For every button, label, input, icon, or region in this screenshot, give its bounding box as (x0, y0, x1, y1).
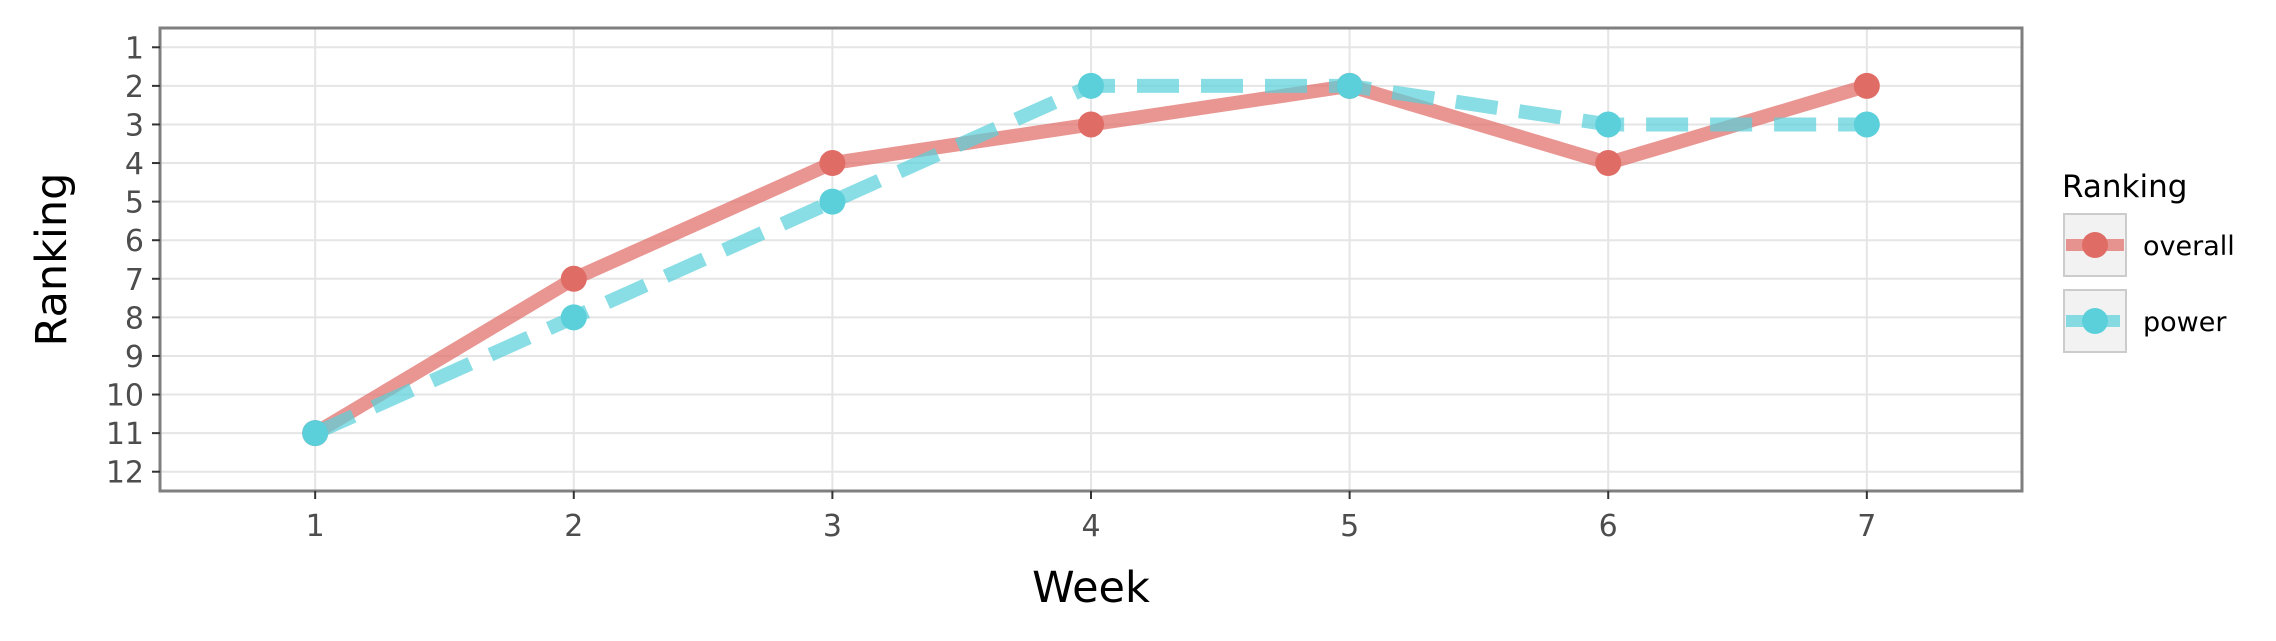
x-tick-label: 2 (564, 509, 583, 544)
data-point-overall (1853, 72, 1880, 99)
data-point-overall (1595, 150, 1622, 177)
legend-items: overall power (2063, 213, 2235, 353)
grid-lines (160, 28, 2022, 491)
data-point-power (1595, 111, 1622, 138)
x-tick-label: 7 (1857, 509, 1876, 544)
data-point-overall (1078, 111, 1104, 138)
y-tick-label: 5 (125, 186, 144, 221)
legend-title: Ranking (2062, 169, 2187, 205)
x-tick-label: 6 (1599, 509, 1618, 544)
x-tick-label: 5 (1340, 509, 1359, 544)
y-tick-label: 9 (125, 340, 144, 375)
legend-label-overall: overall (2143, 231, 2235, 262)
data-point-power (1336, 72, 1363, 99)
y-tick-label: 7 (125, 263, 144, 298)
data-point-power (1078, 72, 1104, 99)
y-tick-label: 12 (106, 456, 144, 491)
data-point-power (819, 188, 846, 215)
series-layer (302, 72, 1880, 447)
data-point-overall (560, 265, 587, 292)
legend: Ranking overall power (2062, 169, 2235, 353)
y-tick-label: 1 (125, 31, 144, 66)
x-axis-title: Week (1032, 563, 1150, 613)
y-tick-label: 3 (125, 108, 144, 143)
data-point-power (560, 304, 587, 331)
y-tick-label: 2 (125, 70, 144, 105)
data-point-power (1853, 111, 1880, 138)
legend-key-point-overall (2082, 232, 2108, 258)
x-tick-label: 4 (1081, 509, 1100, 544)
y-axis-title: Ranking (27, 173, 77, 347)
data-point-overall (819, 150, 846, 177)
legend-key-point-power (2082, 308, 2108, 334)
data-point-power (302, 420, 329, 447)
y-tick-label: 6 (125, 224, 144, 259)
legend-label-power: power (2143, 307, 2227, 338)
y-tick-label: 4 (125, 147, 144, 182)
y-tick-label: 8 (125, 301, 144, 336)
y-tick-label: 10 (106, 379, 144, 414)
x-tick-label: 1 (306, 509, 325, 544)
y-tick-label: 11 (106, 417, 144, 452)
x-tick-label: 3 (823, 509, 842, 544)
